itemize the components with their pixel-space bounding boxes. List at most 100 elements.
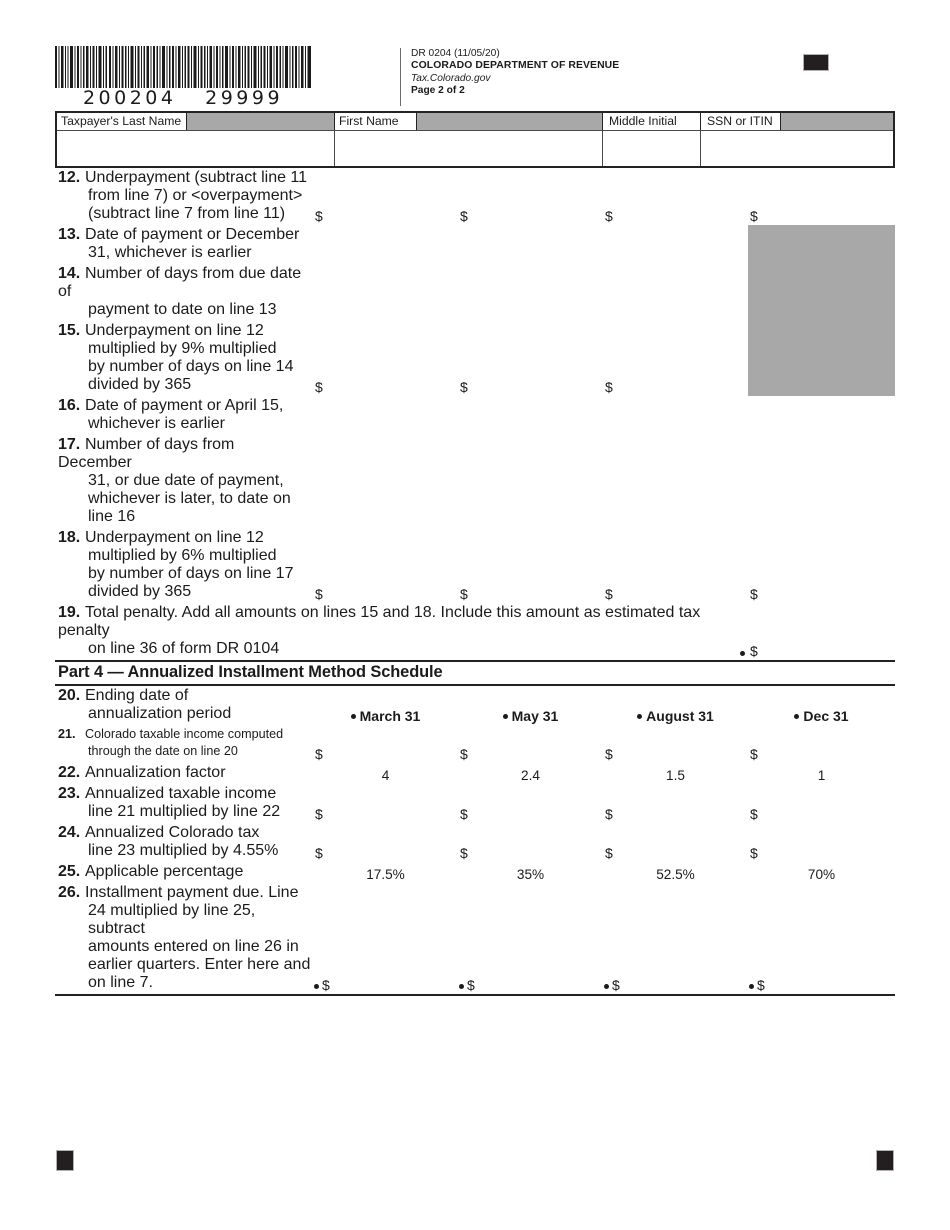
line-21-col2[interactable]: $ xyxy=(460,745,468,762)
agency-website-label: Tax.Colorado.gov xyxy=(411,72,491,84)
line-24-col1[interactable]: $ xyxy=(315,844,323,861)
first-name-input[interactable] xyxy=(335,131,603,166)
scan-registration-mark-top-right xyxy=(803,54,829,71)
line-17-col3[interactable] xyxy=(603,435,748,528)
bullet-icon xyxy=(794,714,800,719)
line-23-col2[interactable]: $ xyxy=(460,805,468,822)
line-15-col2[interactable]: $ xyxy=(460,379,468,395)
line-23-col4[interactable]: $ xyxy=(750,805,758,822)
line-14-col1[interactable] xyxy=(313,264,458,321)
line-15-label: 15. Underpayment on line 12 multiplied by… xyxy=(58,322,294,393)
line-24-col4[interactable]: $ xyxy=(750,844,758,861)
barcode-digits: 200204 29999 xyxy=(82,87,284,109)
line-25-row: 25. Applicable percentage 17.5% 35% 52.5%… xyxy=(55,862,895,883)
line-25-pct-q3: 52.5% xyxy=(656,866,695,882)
line-23-col3[interactable]: $ xyxy=(605,805,613,822)
line-12-col1[interactable]: $ xyxy=(315,208,323,224)
bullet-icon xyxy=(314,983,319,989)
line-20-period-q4: Dec 31 xyxy=(748,685,895,725)
form-lines-grid: 12. Underpayment (subtract line 11 from l… xyxy=(55,168,895,996)
line-17-col4[interactable] xyxy=(748,435,895,528)
first-name-header-shade xyxy=(417,113,603,130)
line-23-col1[interactable]: $ xyxy=(315,805,323,822)
middle-initial-input[interactable] xyxy=(603,131,701,166)
line-12-col3[interactable]: $ xyxy=(605,208,613,224)
line-16-col3[interactable] xyxy=(603,396,748,435)
line-14-col4-shaded xyxy=(748,264,895,321)
line-17-col1[interactable] xyxy=(313,435,458,528)
bullet-icon xyxy=(637,714,643,719)
line-26-col2[interactable]: $ xyxy=(458,882,603,996)
last-name-label: Taxpayer's Last Name xyxy=(57,113,187,130)
line-12-col4[interactable]: $ xyxy=(750,208,758,224)
line-26-col4[interactable]: $ xyxy=(748,882,895,996)
line-25-pct-q1: 17.5% xyxy=(366,866,405,882)
line-22-row: 22. Annualization factor 4 2.4 1.5 1 xyxy=(55,763,895,784)
line-18-col3[interactable]: $ xyxy=(605,586,613,602)
line-16-col2[interactable] xyxy=(458,396,603,435)
bullet-icon xyxy=(604,983,609,989)
ssn-input[interactable] xyxy=(701,131,893,166)
line-26-col1[interactable]: $ xyxy=(313,882,458,996)
line-12-row: 12. Underpayment (subtract line 11 from l… xyxy=(55,168,895,225)
part-4-title: Part 4 — Annualized Installment Method S… xyxy=(55,660,895,686)
line-12-col2[interactable]: $ xyxy=(460,208,468,224)
line-13-col3[interactable] xyxy=(603,225,748,264)
line-18-col2[interactable]: $ xyxy=(460,586,468,602)
line-13-col2[interactable] xyxy=(458,225,603,264)
line-15-col1[interactable]: $ xyxy=(315,379,323,395)
bullet-icon xyxy=(749,983,754,989)
line-12-label: 12. Underpayment (subtract line 11 from l… xyxy=(58,169,308,222)
line-16-col1[interactable] xyxy=(313,396,458,435)
line-24-row: 24. Annualized Colorado tax line 23 multi… xyxy=(55,823,895,862)
line-20-period-q1: March 31 xyxy=(313,685,458,725)
part-4-header-row: Part 4 — Annualized Installment Method S… xyxy=(55,660,895,686)
line-18-col1[interactable]: $ xyxy=(315,586,323,602)
line-26-col3[interactable]: $ xyxy=(603,882,748,996)
line-15-col4-shaded xyxy=(748,321,895,396)
line-23-label: 23. Annualized taxable income line 21 mul… xyxy=(58,784,281,820)
line-24-col3[interactable]: $ xyxy=(605,844,613,861)
line-23-row: 23. Annualized taxable income line 21 mul… xyxy=(55,784,895,823)
line-16-label: 16. Date of payment or April 15, whicheve… xyxy=(58,397,284,432)
line-24-label: 24. Annualized Colorado tax line 23 multi… xyxy=(58,823,279,859)
line-21-col4[interactable]: $ xyxy=(750,745,758,762)
page-number-label: Page 2 of 2 xyxy=(411,85,465,97)
ssn-header-shade xyxy=(781,113,893,130)
line-16-row: 16. Date of payment or April 15, whicheve… xyxy=(55,396,895,435)
line-21-col1[interactable]: $ xyxy=(315,745,323,762)
line-22-factor-q4: 1 xyxy=(817,767,826,783)
line-21-col3[interactable]: $ xyxy=(605,745,613,762)
line-21-label: 21. Colorado taxable income computed thro… xyxy=(58,727,284,759)
line-14-col3[interactable] xyxy=(603,264,748,321)
line-20-period-q2: May 31 xyxy=(458,685,603,725)
line-18-label: 18. Underpayment on line 12 multiplied by… xyxy=(58,529,294,600)
line-26-row: 26. Installment payment due. Line 24 mult… xyxy=(55,882,895,996)
name-band: Taxpayer's Last Name First Name Middle I… xyxy=(55,111,895,168)
line-25-pct-q2: 35% xyxy=(516,866,545,882)
line-17-col2[interactable] xyxy=(458,435,603,528)
bullet-icon xyxy=(459,983,464,989)
form-id-label: DR 0204 (11/05/20) xyxy=(411,48,500,59)
line-26-label: 26. Installment payment due. Line 24 mult… xyxy=(55,882,313,996)
line-13-label: 13. Date of payment or December 31, which… xyxy=(58,226,300,261)
line-14-label: 14. Number of days from due date of payme… xyxy=(58,265,302,318)
agency-block: DR 0204 (11/05/20) COLORADO DEPARTMENT O… xyxy=(400,48,619,106)
line-13-col4-shaded xyxy=(748,225,895,264)
line-15-col3[interactable]: $ xyxy=(605,379,613,395)
bullet-icon xyxy=(502,714,508,719)
line-19-total-input[interactable]: $ xyxy=(750,643,758,659)
line-22-label: 22. Annualization factor xyxy=(58,763,226,781)
line-14-col2[interactable] xyxy=(458,264,603,321)
line-18-col4[interactable]: $ xyxy=(750,586,758,602)
last-name-input[interactable] xyxy=(57,131,335,166)
line-22-factor-q3: 1.5 xyxy=(666,767,685,783)
line-13-col1[interactable] xyxy=(313,225,458,264)
line-18-row: 18. Underpayment on line 12 multiplied by… xyxy=(55,528,895,603)
line-19-row: 19. Total penalty. Add all amounts on lin… xyxy=(55,603,895,661)
line-25-label: 25. Applicable percentage xyxy=(58,862,244,880)
line-16-col4[interactable] xyxy=(748,396,895,435)
line-21-row: 21. Colorado taxable income computed thro… xyxy=(55,725,895,763)
line-20-row: 20. Ending date of annualization period M… xyxy=(55,685,895,725)
line-24-col2[interactable]: $ xyxy=(460,844,468,861)
